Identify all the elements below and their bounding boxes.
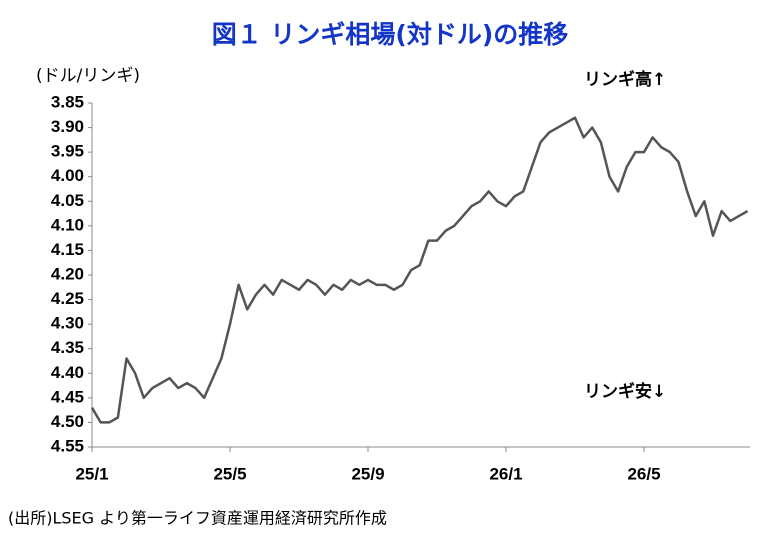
y-tick-label: 4.20 <box>51 264 84 283</box>
source-note: (出所)LSEG より第一ライフ資産運用経済研究所作成 <box>8 509 387 528</box>
y-tick-label: 4.25 <box>51 289 84 308</box>
y-tick-label: 4.45 <box>51 387 84 406</box>
x-tick-label: 25/5 <box>213 464 246 483</box>
price-line <box>90 116 749 424</box>
x-tick-label: 26/5 <box>627 464 660 483</box>
y-tick-label: 4.00 <box>51 166 84 185</box>
x-tick-label: 25/1 <box>75 464 108 483</box>
y-tick-label: 4.55 <box>51 436 84 455</box>
y-tick-label: 4.10 <box>51 215 84 234</box>
y-tick-label: 4.05 <box>51 191 84 210</box>
x-tick-label: 26/1 <box>489 464 522 483</box>
y-tick-label: 4.35 <box>51 338 84 357</box>
y-tick-label: 3.85 <box>51 92 84 111</box>
annotation: リンギ安↓ <box>584 381 666 402</box>
chart-title: 図１ リンギ相場(対ドル)の推移 <box>212 20 569 49</box>
annotation: リンギ高↑ <box>584 69 666 90</box>
y-tick-label: 3.95 <box>51 142 84 161</box>
y-tick-label: 4.15 <box>51 240 84 259</box>
y-tick-label: 4.30 <box>51 314 84 333</box>
y-tick-label: 3.90 <box>51 117 84 136</box>
y-tick-label: 4.40 <box>51 363 84 382</box>
x-tick-label: 25/9 <box>351 464 384 483</box>
y-axis-label: (ドル/リンギ) <box>36 66 140 86</box>
y-tick-label: 4.50 <box>51 412 84 431</box>
